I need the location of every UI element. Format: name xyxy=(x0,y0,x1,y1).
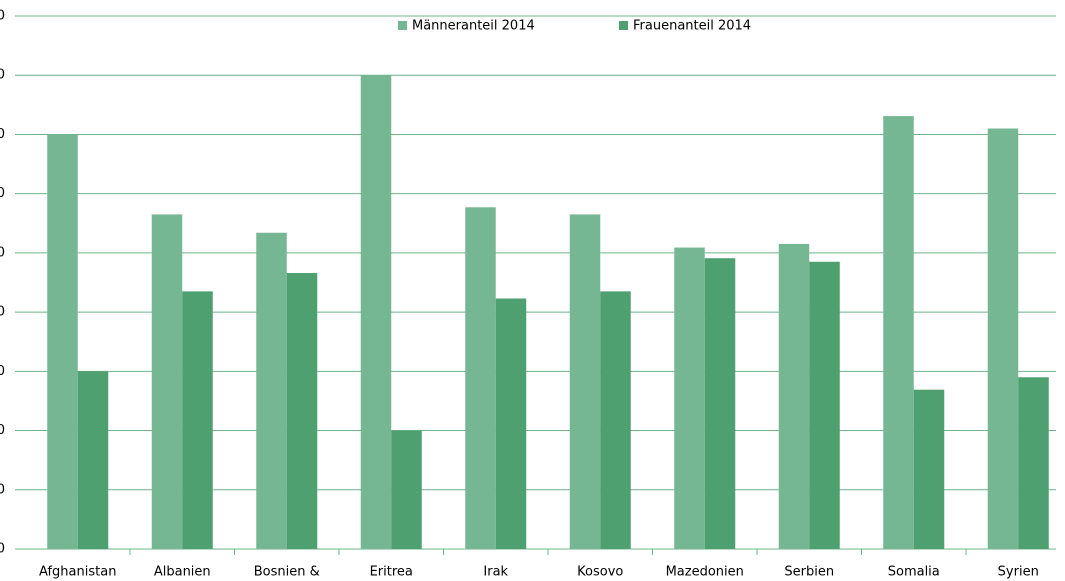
bar xyxy=(151,214,183,549)
bar xyxy=(569,214,601,549)
bar xyxy=(182,291,213,549)
x-tick-label: Irak xyxy=(483,565,508,580)
bar xyxy=(47,134,78,549)
bar xyxy=(600,291,631,549)
y-tick-label: 30 xyxy=(0,364,5,379)
legend-label: Frauenanteil 2014 xyxy=(633,19,751,34)
y-tick-label: 70 xyxy=(0,127,5,142)
bar xyxy=(704,258,736,549)
x-tick-label: Bosnien & xyxy=(254,565,320,580)
bar xyxy=(465,207,496,549)
bar xyxy=(778,244,810,549)
legend-swatch xyxy=(398,21,407,30)
bar xyxy=(1018,377,1049,549)
bar xyxy=(987,128,1019,549)
x-tick-label: Albanien xyxy=(154,565,211,580)
y-tick-label: 20 xyxy=(0,423,5,438)
bar xyxy=(286,273,318,549)
bar xyxy=(913,389,945,549)
legend-label: Männeranteil 2014 xyxy=(412,19,535,34)
bar xyxy=(495,298,527,549)
x-tick-label: Mazedonien xyxy=(666,565,744,580)
x-tick-label: Kosovo xyxy=(577,565,623,580)
y-tick-label: 90 xyxy=(0,9,5,24)
y-tick-label: 0 xyxy=(0,542,5,557)
y-tick-label: 40 xyxy=(0,305,5,320)
x-tick-label: Syrien xyxy=(998,565,1039,580)
bar xyxy=(391,430,422,549)
y-tick-label: 10 xyxy=(0,482,5,497)
y-tick-label: 60 xyxy=(0,186,5,201)
bar xyxy=(77,371,109,549)
y-tick-label: 50 xyxy=(0,245,5,260)
bar xyxy=(809,261,840,549)
bar xyxy=(256,232,287,549)
bar xyxy=(360,75,392,549)
bar xyxy=(883,116,914,549)
y-tick-label: 80 xyxy=(0,68,5,83)
x-tick-label: Somalia xyxy=(888,565,940,580)
x-tick-label: Afghanistan xyxy=(39,565,116,580)
legend-swatch xyxy=(619,21,628,30)
x-tick-label: Serbien xyxy=(784,565,834,580)
bar xyxy=(674,247,705,549)
x-tick-label: Eritrea xyxy=(370,565,413,580)
